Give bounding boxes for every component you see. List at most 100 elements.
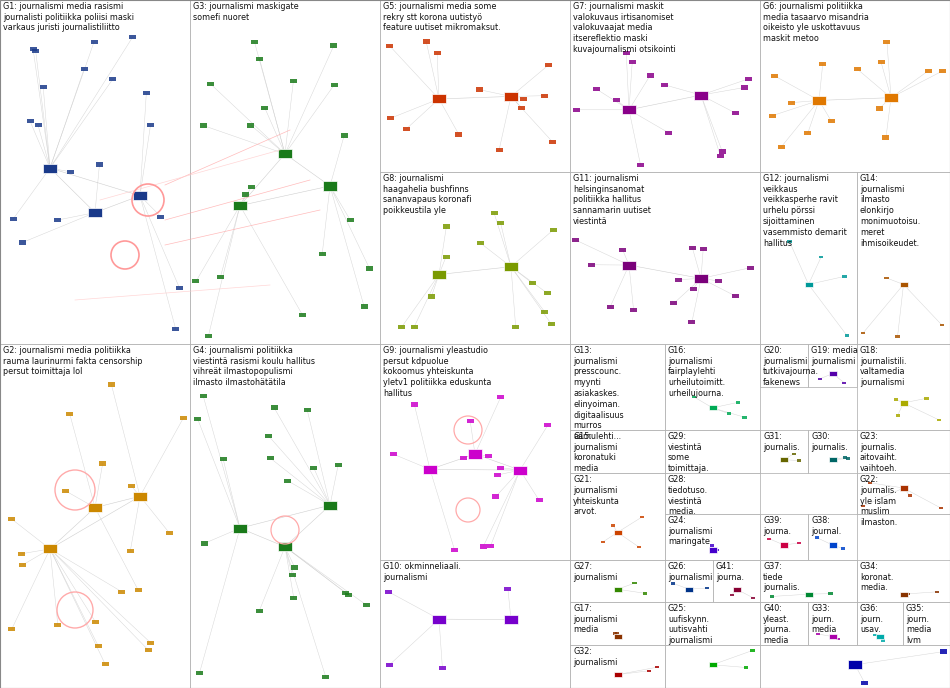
Bar — [570, 645, 665, 688]
Bar — [751, 596, 755, 599]
Bar — [542, 310, 548, 314]
Bar — [548, 322, 555, 326]
Bar — [43, 164, 57, 173]
Bar — [770, 74, 778, 78]
Bar — [828, 542, 837, 548]
Bar — [233, 201, 247, 210]
Bar — [200, 123, 207, 127]
Text: G35:
journ.
media
lvm: G35: journ. media lvm — [906, 604, 931, 645]
Bar — [248, 123, 255, 127]
Bar — [133, 191, 147, 200]
Bar — [432, 270, 446, 279]
Bar — [614, 634, 621, 639]
Bar — [380, 172, 570, 344]
Bar — [423, 39, 429, 43]
Bar — [857, 560, 950, 602]
Bar — [903, 602, 950, 645]
Bar — [843, 382, 846, 384]
Bar — [788, 100, 794, 105]
Bar — [732, 111, 739, 116]
Bar — [714, 279, 722, 283]
Bar — [432, 614, 446, 623]
Bar — [542, 94, 548, 98]
Bar — [760, 344, 808, 387]
Bar — [881, 640, 885, 642]
Bar — [497, 221, 504, 225]
Bar — [248, 185, 255, 189]
Bar — [410, 402, 418, 407]
Bar — [319, 252, 326, 256]
Bar — [403, 127, 410, 131]
Bar — [570, 602, 665, 645]
Bar — [709, 662, 716, 667]
Bar — [857, 344, 950, 430]
Bar — [27, 119, 33, 123]
Text: G32:
journalismi: G32: journalismi — [573, 647, 618, 667]
Bar — [741, 85, 749, 89]
Bar — [780, 457, 788, 462]
Bar — [460, 456, 466, 460]
Bar — [848, 660, 862, 669]
Bar — [144, 648, 152, 652]
Bar — [643, 592, 647, 594]
Bar — [88, 208, 102, 217]
Bar — [665, 514, 760, 560]
Bar — [322, 675, 330, 679]
Bar — [843, 275, 846, 278]
Bar — [690, 286, 697, 291]
Bar — [570, 344, 665, 430]
Bar — [640, 515, 644, 518]
Bar — [570, 473, 665, 560]
Bar — [675, 277, 682, 281]
Bar — [685, 587, 693, 592]
Text: G20:
journalismi
tutkivajourna.
fakenews: G20: journalismi tutkivajourna. fakenews — [763, 346, 819, 387]
Bar — [504, 587, 511, 592]
Text: G34:
koronat.
media.: G34: koronat. media. — [860, 562, 893, 592]
Bar — [745, 77, 751, 81]
Bar — [818, 378, 822, 380]
Text: G21:
journalismi
yhteiskunta
arvot.: G21: journalismi yhteiskunta arvot. — [573, 475, 619, 516]
Bar — [570, 430, 665, 473]
Bar — [760, 430, 808, 473]
Bar — [906, 593, 910, 595]
Bar — [451, 548, 458, 552]
Bar — [768, 537, 771, 540]
Bar — [423, 465, 437, 474]
Bar — [867, 482, 872, 484]
Bar — [884, 93, 898, 103]
Bar — [54, 623, 62, 627]
Bar — [841, 547, 845, 550]
Bar — [808, 344, 857, 387]
Bar — [388, 116, 394, 120]
Bar — [727, 413, 732, 415]
Bar — [102, 662, 108, 667]
Bar — [334, 463, 342, 467]
Bar — [504, 92, 518, 101]
Text: G24:
journalismi
maringate: G24: journalismi maringate — [668, 516, 712, 546]
Bar — [432, 94, 446, 103]
Bar — [455, 132, 463, 137]
Bar — [588, 263, 596, 267]
Bar — [512, 325, 519, 329]
Bar — [341, 133, 348, 138]
Text: G27:
journalismi: G27: journalismi — [573, 562, 618, 582]
Text: G6: journalismi politiikka
media tasaarvo misandria
oikeisto yle uskottavuus
mas: G6: journalismi politiikka media tasaarv… — [763, 2, 869, 43]
Text: G8: journalismi
haagahelia bushfinns
sananvapaus koronafi
poikkeustila yle: G8: journalismi haagahelia bushfinns san… — [383, 174, 471, 215]
Bar — [487, 544, 494, 548]
Bar — [90, 39, 98, 44]
Bar — [380, 0, 570, 172]
Bar — [710, 544, 714, 547]
Bar — [43, 544, 57, 553]
Text: G17:
journalismi
media: G17: journalismi media — [573, 604, 618, 634]
Bar — [614, 672, 621, 677]
Bar — [896, 414, 900, 417]
Bar — [380, 344, 570, 560]
Bar — [468, 449, 482, 459]
Bar — [477, 241, 484, 245]
Text: G30:
journalis.: G30: journalis. — [811, 432, 847, 452]
Bar — [876, 107, 883, 111]
Bar — [939, 507, 943, 509]
Bar — [347, 218, 353, 222]
Bar — [550, 228, 557, 232]
Bar — [743, 416, 747, 418]
